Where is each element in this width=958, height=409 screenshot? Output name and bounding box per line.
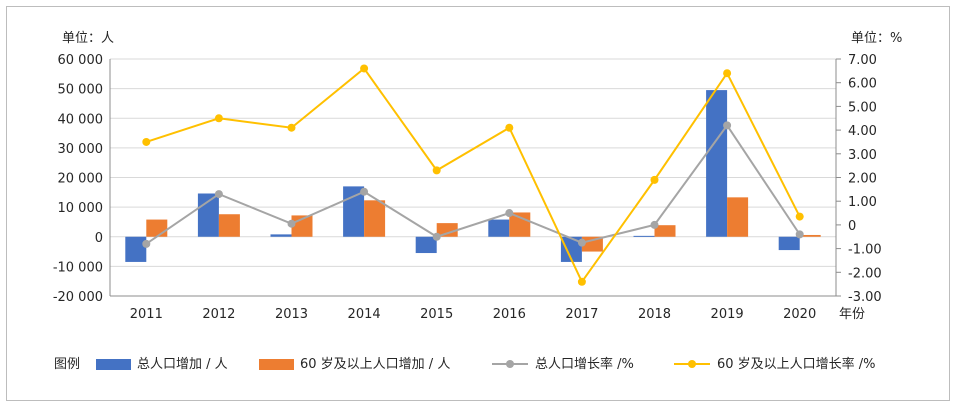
legend-prefix: 图例: [54, 357, 80, 372]
line-series: [142, 64, 804, 286]
line-point: [142, 239, 151, 248]
bar-total-population: [415, 236, 437, 254]
bar-total-population: [125, 236, 147, 262]
bar-elderly-population: [654, 225, 676, 237]
x-tick-label: 2020: [783, 307, 816, 322]
legend-label: 总人口增加 / 人: [137, 357, 228, 372]
bar-elderly-population: [146, 219, 168, 237]
legend-marker: [506, 360, 514, 368]
left-tick-label: -20 000: [53, 290, 103, 305]
line-point: [505, 209, 514, 218]
bar-total-population: [270, 234, 292, 237]
right-tick-label: 0: [848, 219, 856, 234]
axes: -20 000 -10 000 0 10 000 20 000 30 000 40 000 5…: [53, 53, 882, 322]
line-point: [723, 69, 732, 78]
legend-swatch: [96, 359, 131, 370]
line-point: [577, 277, 586, 286]
line-point: [287, 123, 296, 132]
legend-marker: [688, 360, 696, 368]
left-tick-label: 60 000: [58, 53, 104, 68]
right-tick-label: 1.00: [848, 195, 877, 210]
bar-elderly-population: [436, 223, 458, 237]
line-point: [432, 166, 441, 175]
legend: 图例 总人口增加 / 人 60 岁及以上人口增加 / 人 总人口增长率 /% 60 岁…: [54, 356, 876, 372]
line-point: [795, 230, 804, 239]
x-tick-label: 2014: [348, 307, 381, 322]
x-tick-label: 2011: [130, 307, 163, 322]
right-axis-unit: 单位：%: [851, 31, 902, 46]
bar-total-population: [488, 219, 510, 237]
line-point: [360, 187, 369, 196]
bar-total-population: [560, 236, 582, 262]
left-tick-label: -10 000: [53, 260, 103, 275]
legend-swatch: [259, 359, 294, 370]
x-tick-label: 2019: [711, 307, 744, 322]
right-tick-label: 4.00: [848, 124, 877, 139]
line-point: [650, 175, 659, 184]
bar-total-population: [633, 235, 655, 237]
line-point: [650, 220, 659, 229]
bar-elderly-population: [727, 197, 749, 237]
right-tick-label: 7.00: [848, 53, 877, 68]
bar-total-population: [706, 90, 728, 237]
right-tick-label: 2.00: [848, 172, 877, 187]
right-tick-label: 6.00: [848, 77, 877, 92]
x-tick-label: 2015: [420, 307, 453, 322]
bar-series: [125, 90, 821, 262]
line-point: [577, 238, 586, 247]
line-point: [432, 232, 441, 241]
bar-elderly-population: [799, 234, 821, 237]
left-tick-label: 50 000: [58, 83, 104, 98]
left-tick-label: 20 000: [58, 172, 104, 187]
x-tick-label: 2016: [493, 307, 526, 322]
legend-label: 60 岁及以上人口增长率 /%: [717, 356, 876, 372]
left-tick-label: 10 000: [58, 201, 104, 216]
line-elderly-growth-rate: [145, 67, 801, 284]
bar-elderly-population: [509, 212, 531, 237]
left-tick-label: 30 000: [58, 142, 104, 157]
x-tick-label: 2012: [202, 307, 235, 322]
bar-elderly-population: [218, 214, 240, 237]
bar-total-population: [197, 193, 219, 237]
right-tick-label: 5.00: [848, 100, 877, 115]
x-tick-label: 2018: [638, 307, 671, 322]
line-point: [287, 219, 296, 228]
line-point: [505, 123, 514, 132]
bar-total-population: [778, 236, 800, 251]
left-axis-unit: 单位：人: [62, 31, 114, 46]
line-point: [795, 212, 804, 221]
right-tick-label: -2.00: [848, 266, 882, 281]
x-tick-label: 2017: [565, 307, 598, 322]
line-point: [214, 190, 223, 199]
right-tick-label: -1.00: [848, 243, 882, 258]
legend-label: 60 岁及以上人口增加 / 人: [300, 357, 450, 372]
x-axis-unit: 年份: [839, 307, 865, 322]
x-tick-label: 2013: [275, 307, 308, 322]
legend-label: 总人口增长率 /%: [535, 356, 634, 372]
right-tick-label: -3.00: [848, 290, 882, 305]
bar-elderly-population: [364, 200, 386, 237]
chart-frame: [6, 6, 950, 401]
line-point: [214, 114, 223, 123]
left-tick-label: 40 000: [58, 112, 104, 127]
line-point: [723, 121, 732, 130]
line-point: [360, 64, 369, 73]
right-tick-label: 3.00: [848, 148, 877, 163]
line-point: [142, 137, 151, 146]
line-total-growth-rate: [145, 123, 801, 245]
left-tick-label: 0: [95, 231, 103, 246]
